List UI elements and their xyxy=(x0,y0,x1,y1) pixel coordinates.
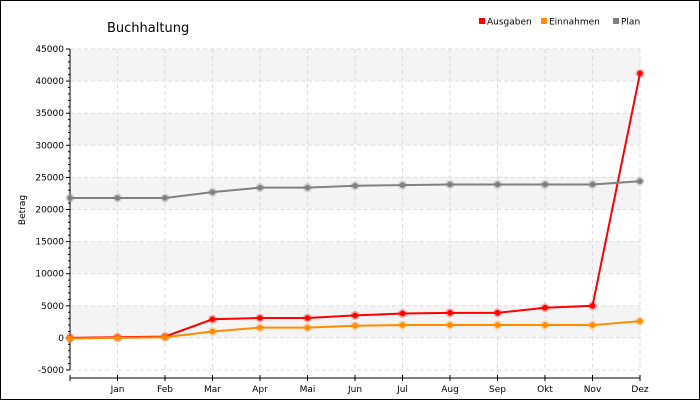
y-tick-label: 10000 xyxy=(35,270,64,280)
y-tick-labels: -5000 0 5000 10000 15000 20000 25000 30000 35000… xyxy=(35,45,64,376)
data-point[interactable] xyxy=(352,182,358,189)
series-lines xyxy=(65,68,645,344)
legend-label: Ausgaben xyxy=(487,18,532,28)
x-tick-labels: Jan Feb Mar Apr Mai Jun Jul Aug Sep Okt Nov Dez xyxy=(110,385,649,395)
x-tick-label: Dez xyxy=(631,385,648,395)
x-tick-label: Mar xyxy=(204,385,221,395)
data-point[interactable] xyxy=(257,184,263,191)
data-point[interactable] xyxy=(637,70,643,77)
data-point[interactable] xyxy=(399,182,406,188)
data-point[interactable] xyxy=(352,312,358,319)
y-tick-label: 5000 xyxy=(41,302,64,312)
data-point[interactable] xyxy=(589,303,596,309)
y-tick-label: 15000 xyxy=(35,238,64,248)
data-point[interactable] xyxy=(304,315,311,321)
data-point[interactable] xyxy=(589,181,596,188)
data-point[interactable] xyxy=(114,195,121,201)
series-plan xyxy=(65,176,645,203)
series-einnahmen xyxy=(65,316,645,344)
data-point[interactable] xyxy=(209,316,216,323)
data-point[interactable] xyxy=(399,322,406,328)
data-point[interactable] xyxy=(542,304,548,311)
data-point[interactable] xyxy=(447,322,453,328)
data-point[interactable] xyxy=(447,310,453,316)
y-axis-label: Betrag xyxy=(18,195,28,225)
y-tick-label: 30000 xyxy=(35,141,64,151)
data-point[interactable] xyxy=(637,318,643,325)
x-tick-label: Jun xyxy=(347,385,362,395)
y-tick-label: 20000 xyxy=(35,206,64,216)
legend-swatch xyxy=(613,18,619,24)
data-point[interactable] xyxy=(399,310,406,317)
legend-label: Plan xyxy=(621,18,640,28)
x-tick-label: Nov xyxy=(584,385,602,395)
data-point[interactable] xyxy=(67,195,73,201)
data-point[interactable] xyxy=(352,322,358,329)
chart-title: Buchhaltung xyxy=(107,21,189,36)
legend-item-ausgaben[interactable]: Ausgaben xyxy=(479,18,532,28)
y-tick-label: 45000 xyxy=(35,45,64,55)
data-point[interactable] xyxy=(67,335,73,342)
legend-label: Einnahmen xyxy=(549,18,600,28)
x-tick-label: Aug xyxy=(441,385,459,395)
legend-swatch xyxy=(541,18,547,24)
data-point[interactable] xyxy=(494,322,501,328)
data-point[interactable] xyxy=(209,328,216,335)
data-point[interactable] xyxy=(542,322,548,328)
data-point[interactable] xyxy=(162,195,168,201)
legend-item-plan[interactable]: Plan xyxy=(613,18,640,28)
data-point[interactable] xyxy=(494,310,501,316)
x-tick-label: Jul xyxy=(396,385,408,395)
y-tick-label: 35000 xyxy=(35,109,64,119)
data-point[interactable] xyxy=(257,315,263,321)
data-point[interactable] xyxy=(304,184,311,191)
x-tick-label: Sep xyxy=(489,385,506,395)
data-point[interactable] xyxy=(542,181,548,188)
x-tick-label: Jan xyxy=(110,385,125,395)
data-point[interactable] xyxy=(637,178,643,185)
data-point[interactable] xyxy=(494,181,501,188)
x-tick-label: Mai xyxy=(300,385,316,395)
legend-item-einnahmen[interactable]: Einnahmen xyxy=(541,18,600,28)
y-tick-label: 25000 xyxy=(35,173,64,183)
data-point[interactable] xyxy=(304,324,311,331)
x-tick-label: Apr xyxy=(252,385,268,395)
data-point[interactable] xyxy=(589,322,596,328)
y-tick-label: 40000 xyxy=(35,77,64,87)
data-point[interactable] xyxy=(114,335,121,341)
data-point[interactable] xyxy=(162,334,168,341)
legend-swatch xyxy=(479,18,485,24)
data-point[interactable] xyxy=(447,181,453,188)
y-tick-label: -5000 xyxy=(38,366,64,376)
x-tick-label: Feb xyxy=(157,385,173,395)
x-tick-label: Okt xyxy=(537,385,553,395)
data-point[interactable] xyxy=(209,189,216,195)
axes xyxy=(66,48,641,381)
legend: Ausgaben Einnahmen Plan xyxy=(479,18,640,28)
y-tick-label: 0 xyxy=(58,334,64,344)
data-point[interactable] xyxy=(257,324,263,331)
